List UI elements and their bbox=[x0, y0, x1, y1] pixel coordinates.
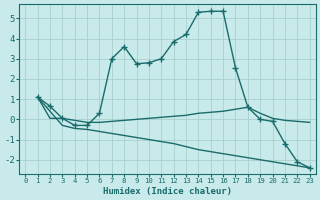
X-axis label: Humidex (Indice chaleur): Humidex (Indice chaleur) bbox=[103, 187, 232, 196]
